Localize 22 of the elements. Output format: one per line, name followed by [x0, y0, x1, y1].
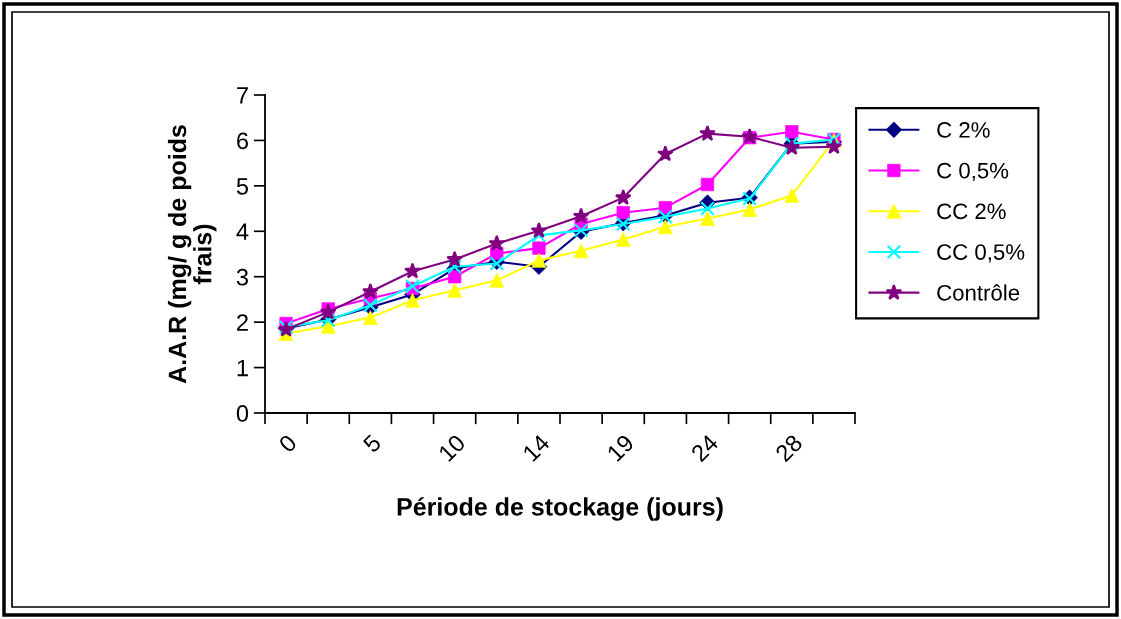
x-tick-label: 14 — [522, 433, 551, 462]
y-tick-label: 4 — [236, 223, 249, 240]
y-axis-title: A.A.R (mg/ g de poids frais) — [167, 125, 217, 384]
x-tick-label: 24 — [690, 433, 720, 463]
x-axis-title: Période de stockage (jours) — [397, 497, 723, 521]
legend-label: CC 0,5% — [937, 244, 1025, 263]
y-tick-label: 1 — [237, 359, 248, 377]
legend-label: C 0,5% — [937, 162, 1009, 182]
x-tick-label: 10 — [437, 433, 467, 462]
legend-label: C 2% — [937, 122, 990, 138]
x-tick-label: 28 — [774, 433, 804, 463]
x-tick-label: 5 — [362, 433, 382, 454]
y-tick-label: 5 — [236, 178, 249, 195]
y-tick-label: 3 — [236, 268, 248, 286]
y-tick-label: 2 — [237, 314, 248, 331]
legend-label: CC 2% — [937, 203, 1006, 220]
y-tick-label: 7 — [237, 87, 248, 104]
x-tick-label: 19 — [606, 433, 635, 462]
legend-label: Contrôle — [937, 284, 1020, 301]
y-tick-label: 0 — [236, 405, 249, 422]
x-tick-label: 0 — [277, 433, 298, 454]
y-tick-label: 6 — [237, 132, 248, 150]
